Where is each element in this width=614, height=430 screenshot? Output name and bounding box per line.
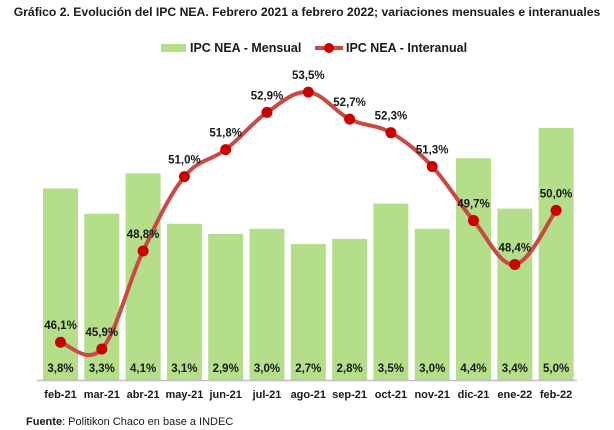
category-label-jun-21: jun-21 xyxy=(208,389,241,401)
category-label-jul-21: jul-21 xyxy=(252,389,282,401)
bar-label-feb-21: 3,8% xyxy=(47,363,73,375)
interanual-label-feb-22: 50,0% xyxy=(540,188,573,200)
interanual-point-feb-22 xyxy=(550,204,562,216)
interanual-point-may-21 xyxy=(178,171,190,183)
interanual-point-dic-21 xyxy=(468,215,479,227)
bar-label-jul-21: 3,0% xyxy=(254,363,280,375)
interanual-label-jun-21: 51,8% xyxy=(209,128,242,140)
interanual-point-abr-21 xyxy=(137,245,149,257)
category-label-ene-22: ene-22 xyxy=(497,389,532,401)
bar-dic-21 xyxy=(456,158,491,380)
chart-title: Gráfico 2. Evolución del IPC NEA. Febrer… xyxy=(14,5,601,19)
bar-sep-21 xyxy=(332,238,368,380)
bar-label-may-21: 3,1% xyxy=(171,363,197,375)
interanual-point-feb-21 xyxy=(55,336,66,348)
bar-ene-22 xyxy=(497,208,533,380)
interanual-point-ene-22 xyxy=(509,259,521,270)
bar-label-dic-21: 4,4% xyxy=(460,363,486,375)
category-labels-group: feb-21 mar-21 abr-21 may-21 jun-21 jul-21 ago-… xyxy=(44,389,572,401)
interanual-label-mar-21: 45,9% xyxy=(85,327,118,339)
interanual-point-mar-21 xyxy=(96,343,108,355)
source-text: : Politikon Chaco en base a INDEC xyxy=(62,416,233,428)
category-label-oct-21: oct-21 xyxy=(375,389,407,401)
bar-feb-22 xyxy=(538,128,574,380)
category-label-may-21: may-21 xyxy=(165,389,203,401)
line-series-group xyxy=(55,86,562,358)
bar-label-mar-21: 3,3% xyxy=(89,363,115,375)
bars-group xyxy=(43,128,574,380)
category-label-dic-21: dic-21 xyxy=(458,389,490,401)
interanual-label-ene-22: 48,4% xyxy=(498,243,531,255)
interanual-label-oct-21: 52,3% xyxy=(375,111,408,123)
legend-marker-interanual xyxy=(324,43,334,53)
legend-label-interanual: IPC NEA - Interanual xyxy=(346,41,467,55)
bar-may-21 xyxy=(166,223,202,380)
interanual-label-jul-21: 52,9% xyxy=(251,90,284,102)
interanual-label-abr-21: 48,8% xyxy=(127,229,160,241)
bar-label-jun-21: 2,9% xyxy=(213,363,239,375)
legend: IPC NEA - Mensual IPC NEA - Interanual xyxy=(161,41,467,55)
interanual-point-sep-21 xyxy=(344,113,356,125)
bar-ago-21 xyxy=(290,243,326,380)
interanual-label-nov-21: 51,3% xyxy=(416,144,449,156)
interanual-point-ago-21 xyxy=(302,86,314,98)
interanual-point-jun-21 xyxy=(220,144,232,156)
bar-label-ago-21: 2,7% xyxy=(295,363,321,375)
interanual-point-jul-21 xyxy=(261,106,273,118)
bar-label-nov-21: 3,0% xyxy=(419,363,445,375)
bar-label-oct-21: 3,5% xyxy=(378,363,404,375)
line-labels-group: 46,1% 45,9% 48,8% 51,0% 51,8% 52,9% 53,5% 52,7%… xyxy=(44,70,572,339)
bar-nov-21 xyxy=(414,228,450,380)
legend-label-mensual: IPC NEA - Mensual xyxy=(190,41,301,55)
bar-oct-21 xyxy=(373,203,409,380)
bar-label-sep-21: 2,8% xyxy=(336,363,362,375)
interanual-point-oct-21 xyxy=(385,127,397,139)
category-label-nov-21: nov-21 xyxy=(414,389,449,401)
bar-label-feb-22: 5,0% xyxy=(543,363,569,375)
bar-labels-group: 3,8% 3,3% 4,1% 3,1% 2,9% 3,0% 2,7% 2,8% 3,5% 3,0%… xyxy=(47,363,569,375)
legend-swatch-mensual xyxy=(161,44,186,52)
interanual-point-nov-21 xyxy=(426,160,438,172)
category-label-feb-22: feb-22 xyxy=(540,389,572,401)
bar-label-ene-22: 3,4% xyxy=(502,363,528,375)
interanual-label-sep-21: 52,7% xyxy=(333,97,366,109)
source-label: Fuente xyxy=(26,416,62,428)
category-label-sep-21: sep-21 xyxy=(332,389,367,401)
bar-jun-21 xyxy=(208,233,244,380)
category-label-feb-21: feb-21 xyxy=(44,389,76,401)
interanual-label-may-21: 51,0% xyxy=(168,155,201,167)
interanual-label-dic-21: 49,7% xyxy=(457,199,490,211)
source-note: Fuente: Politikon Chaco en base a INDEC xyxy=(26,416,233,428)
bar-label-abr-21: 4,1% xyxy=(130,363,156,375)
interanual-label-feb-21: 46,1% xyxy=(44,320,77,332)
category-label-abr-21: abr-21 xyxy=(127,389,160,401)
bar-jul-21 xyxy=(249,228,285,380)
category-label-mar-21: mar-21 xyxy=(84,389,120,401)
category-label-ago-21: ago-21 xyxy=(291,389,326,401)
interanual-label-ago-21: 53,5% xyxy=(292,70,325,82)
